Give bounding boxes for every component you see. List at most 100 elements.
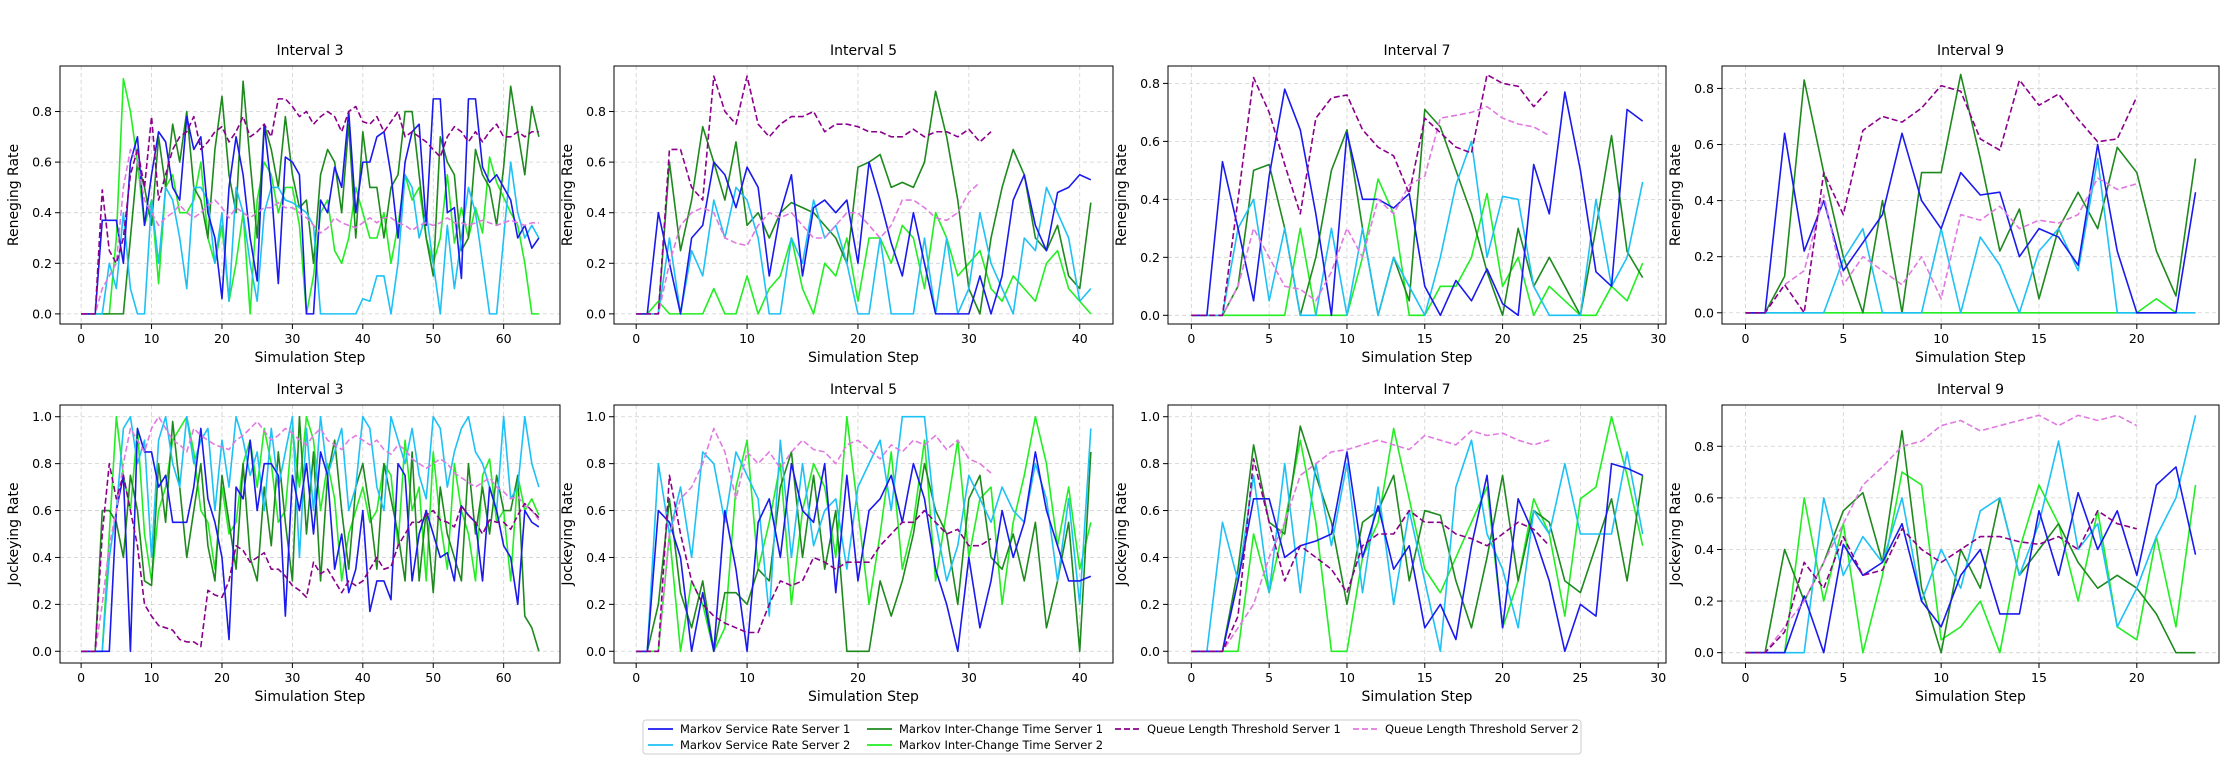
y-tick-label: 1.0 — [32, 409, 52, 424]
series-line-msr1 — [636, 451, 1092, 653]
y-tick-label: 0.0 — [1140, 308, 1160, 323]
chart-title: Interval 9 — [1937, 43, 2004, 59]
series-line-msr2 — [636, 415, 1092, 653]
chart-title: Interval 3 — [277, 43, 344, 59]
x-tick-label: 30 — [284, 331, 300, 346]
series-line-msr2 — [1191, 140, 1644, 317]
x-tick-label: 50 — [425, 670, 441, 685]
series-line-qlt1 — [1191, 73, 1550, 317]
legend-label: Markov Inter-Change Time Server 2 — [899, 738, 1103, 752]
series-line-msr1 — [636, 161, 1092, 315]
x-tick-label: 30 — [961, 670, 977, 685]
series-line-mict1 — [1191, 108, 1644, 317]
series-line-mict2 — [636, 211, 1092, 315]
y-tick-label: 0.2 — [586, 597, 606, 612]
chart-title: Interval 7 — [1384, 382, 1451, 398]
x-tick-label: 0 — [77, 331, 85, 346]
y-tick-label: 0.4 — [32, 205, 52, 220]
x-tick-label: 15 — [2031, 331, 2047, 346]
series-line-mict2 — [81, 77, 539, 315]
legend-item-mict2: Markov Inter-Change Time Server 2 — [867, 738, 1103, 752]
series-line-msr1 — [1745, 132, 2197, 314]
legend-item-msr1: Markov Service Rate Server 1 — [648, 722, 850, 736]
y-tick-label: 0.6 — [1140, 134, 1160, 149]
chart-panel: 0 5 10 15 20 0.0 0.2 0.4 0.6 0.8 Interval 9 Simulat… — [1668, 382, 2220, 705]
y-axis-label: Reneging Rate — [1114, 144, 1130, 246]
series-line-msr2 — [1191, 439, 1644, 653]
y-axis-label: Reneging Rate — [1668, 144, 1684, 246]
series-line-qlt1 — [1191, 458, 1550, 653]
series-line-msr1 — [81, 98, 540, 315]
chart-title: Interval 5 — [830, 382, 897, 398]
y-tick-label: 0.2 — [1140, 597, 1160, 612]
x-axis-label: Simulation Step — [808, 689, 919, 705]
x-tick-label: 0 — [1742, 670, 1750, 685]
x-tick-label: 10 — [1339, 670, 1355, 685]
y-tick-label: 0.8 — [586, 456, 606, 471]
y-tick-label: 0.4 — [1694, 542, 1714, 557]
y-tick-label: 0.4 — [1694, 193, 1714, 208]
y-tick-label: 0.4 — [1140, 550, 1160, 565]
chart-panel: 0 5 10 15 20 0.0 0.2 0.4 0.6 0.8 Interval 9 Simulat… — [1668, 43, 2220, 366]
y-tick-label: 0.8 — [32, 104, 52, 119]
legend-item-qlt1: Queue Length Threshold Server 1 — [1115, 722, 1341, 736]
series-line-qlt2 — [1191, 429, 1550, 653]
y-tick-label: 0.6 — [1140, 503, 1160, 518]
y-tick-label: 0.0 — [586, 644, 606, 659]
x-tick-label: 0 — [632, 331, 640, 346]
chart-panel: 0 10 20 30 40 50 60 0.0 0.2 0.4 0.6 0.8 1.0 Interval … — [6, 382, 561, 705]
y-tick-label: 0.8 — [586, 104, 606, 119]
y-tick-label: 0.6 — [586, 155, 606, 170]
x-tick-label: 0 — [77, 670, 85, 685]
y-tick-label: 0.2 — [1694, 594, 1714, 609]
series-line-mict2 — [81, 415, 540, 653]
x-axis-label: Simulation Step — [1915, 689, 2026, 705]
chart-panel: 0 5 10 15 20 25 30 0.0 0.2 0.4 0.6 0.8 1.0 Interval 7… — [1114, 382, 1667, 705]
chart-title: Interval 9 — [1937, 382, 2004, 398]
series-line-qlt1 — [81, 462, 540, 653]
series-group — [636, 75, 1092, 315]
y-axis-label: Jockeying Rate — [6, 482, 22, 586]
y-tick-label: 0.8 — [1694, 439, 1714, 454]
x-tick-label: 5 — [1839, 670, 1847, 685]
series-line-qlt1 — [1745, 509, 2138, 654]
series-group — [1191, 415, 1644, 653]
y-tick-label: 0.2 — [1694, 249, 1714, 264]
x-tick-label: 0 — [632, 670, 640, 685]
y-tick-label: 0.0 — [32, 644, 52, 659]
y-tick-label: 0.6 — [1694, 137, 1714, 152]
legend-label: Markov Service Rate Server 2 — [680, 738, 850, 752]
chart-title: Interval 3 — [277, 382, 344, 398]
x-tick-label: 20 — [1495, 670, 1511, 685]
series-line-mict1 — [636, 90, 1092, 315]
y-tick-label: 0.2 — [32, 597, 52, 612]
legend: Markov Service Rate Server 1 Markov Servi… — [642, 719, 1582, 755]
axes-frame — [613, 65, 1114, 325]
x-axis-label: Simulation Step — [255, 689, 366, 705]
y-tick-label: 0.0 — [1140, 644, 1160, 659]
y-axis-label: Jockeying Rate — [1114, 482, 1130, 586]
axes-frame — [1721, 404, 2220, 664]
y-tick-label: 0.0 — [1694, 305, 1714, 320]
chart-title: Interval 7 — [1384, 43, 1451, 59]
series-line-msr2 — [1745, 157, 2196, 314]
series-line-qlt2 — [1745, 177, 2138, 314]
x-axis-label: Simulation Step — [1915, 350, 2026, 366]
y-axis-label: Reneging Rate — [6, 144, 22, 246]
series-group — [81, 77, 540, 315]
y-tick-label: 0.0 — [32, 306, 52, 321]
x-tick-label: 10 — [1933, 331, 1949, 346]
y-tick-label: 0.2 — [586, 256, 606, 271]
x-tick-label: 25 — [1572, 331, 1588, 346]
x-axis-label: Simulation Step — [1362, 689, 1473, 705]
y-tick-label: 0.4 — [586, 205, 606, 220]
x-tick-label: 30 — [1650, 331, 1666, 346]
legend-item-qlt2: Queue Length Threshold Server 2 — [1353, 722, 1579, 736]
legend-label: Markov Inter-Change Time Server 1 — [899, 722, 1103, 736]
x-axis-label: Simulation Step — [808, 350, 919, 366]
x-axis-label: Simulation Step — [1362, 350, 1473, 366]
axes-frame — [613, 404, 1114, 664]
legend-item-msr2: Markov Service Rate Server 2 — [648, 738, 850, 752]
series-line-msr1 — [1745, 466, 2197, 654]
